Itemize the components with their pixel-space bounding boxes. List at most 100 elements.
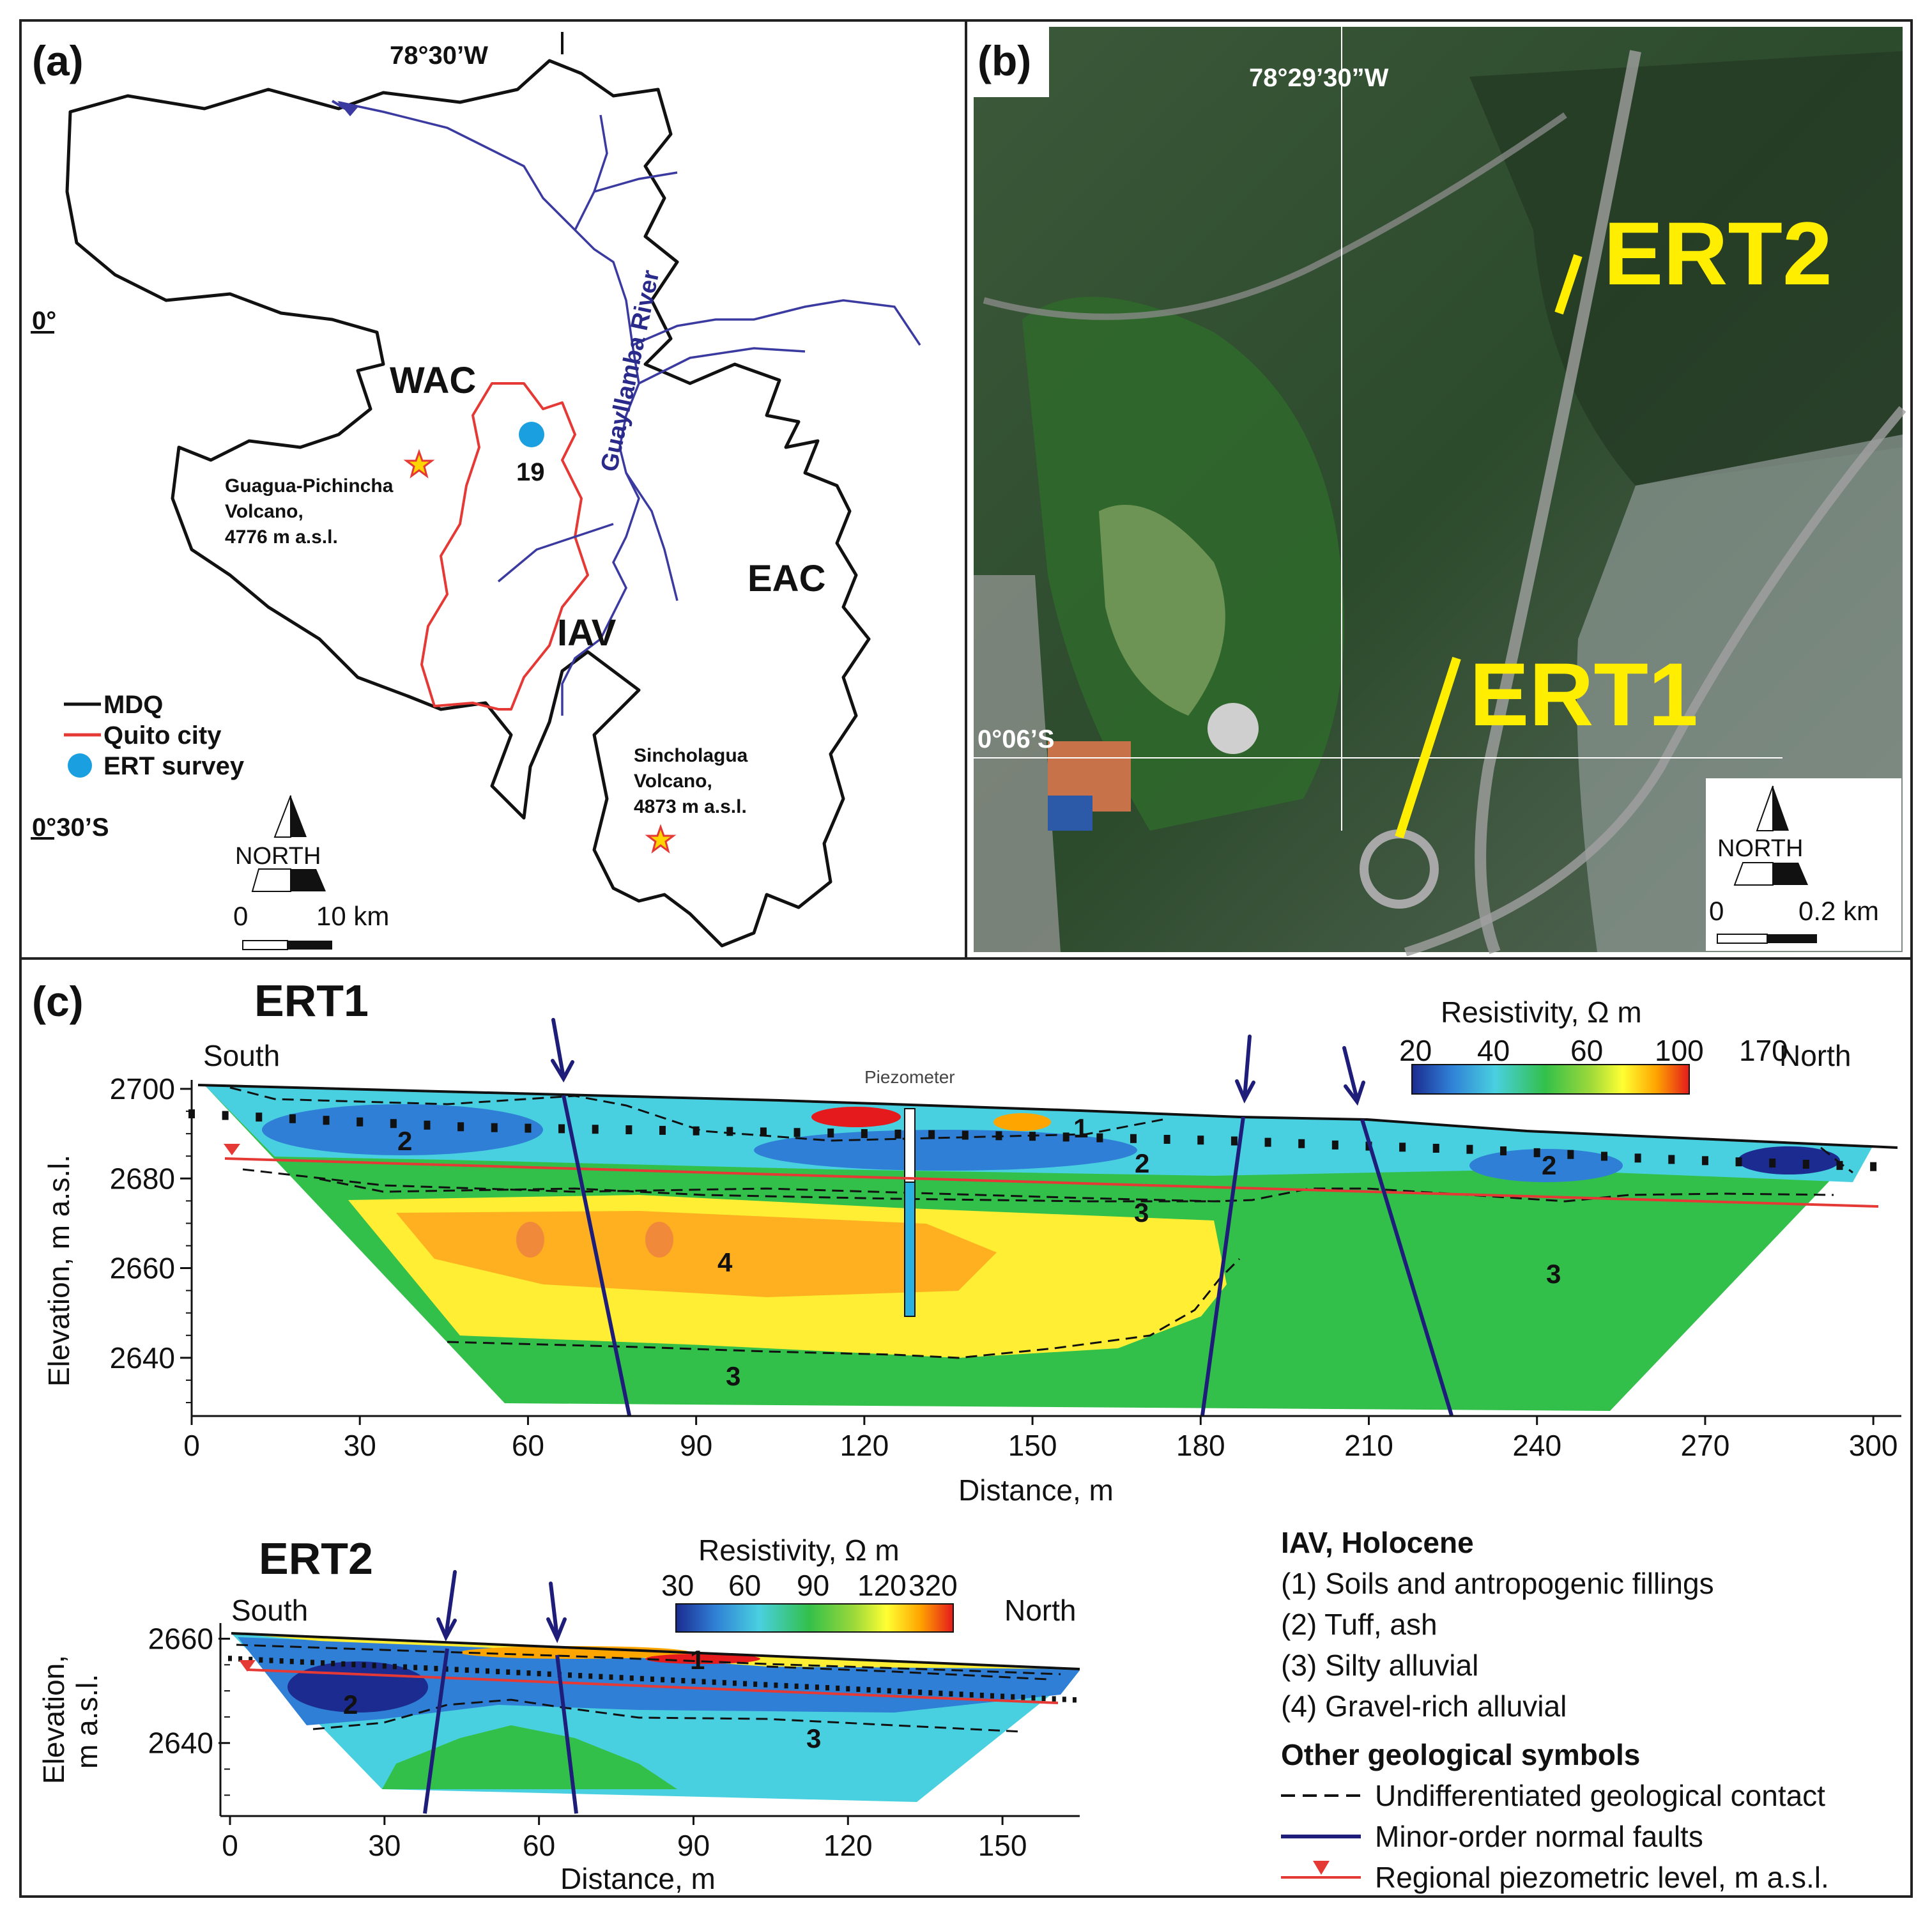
electrode <box>1870 1162 1877 1171</box>
ert1-title: ERT1 <box>254 976 369 1026</box>
panel-b: (b) 78°29’30”W 0°06’S ERT2 ERT1 NORTH 0 … <box>974 27 1906 957</box>
electrode <box>793 1128 801 1137</box>
electrode <box>846 1686 850 1692</box>
ert1-tuff-core <box>262 1104 543 1155</box>
electrode <box>372 1663 376 1668</box>
panel-c-label: (c) <box>32 978 84 1025</box>
electrode <box>1500 1146 1507 1156</box>
electrode <box>659 1125 666 1135</box>
ert2-label: ERT2 <box>1604 203 1832 304</box>
electrode <box>760 1127 767 1137</box>
region-iav: IAV <box>557 612 617 654</box>
ert2-surface-line <box>231 1632 1080 1670</box>
electrode <box>568 1672 572 1678</box>
ert2-title: ERT2 <box>259 1534 373 1583</box>
star-icon <box>403 449 435 479</box>
y-tick-label: 2680 <box>110 1162 175 1195</box>
x-tick-label: 210 <box>1344 1429 1393 1462</box>
electrode <box>949 1691 953 1697</box>
volcano-1-line2: Volcano, <box>225 501 303 522</box>
ert1-fault-arrows <box>551 1018 1365 1106</box>
scale-bar-a-white <box>242 940 288 950</box>
ert1-piezometer-label: Piezometer <box>864 1067 955 1087</box>
ert1-surface-line <box>197 1084 1898 1149</box>
lat-label-b: 0°06’S <box>977 725 1055 753</box>
x-tick-label: 30 <box>368 1829 401 1862</box>
electrode <box>650 1676 654 1682</box>
electrode <box>321 1660 325 1666</box>
x-tick-label: 60 <box>512 1429 544 1462</box>
electrode <box>1130 1134 1137 1143</box>
panel-c: (c) ERT1 South North Piezometer <box>32 976 1901 1895</box>
electrode <box>547 1671 551 1677</box>
ert2-x-ticks: 0 30 60 90 120 150 <box>222 1816 1027 1862</box>
scale-a-zero: 0 <box>233 901 248 931</box>
legend-piezo-marker <box>1313 1861 1330 1875</box>
x-tick-label: 60 <box>523 1829 555 1862</box>
ert1-cbar-tick: 100 <box>1655 1034 1704 1067</box>
y-tick-label: 2700 <box>110 1072 175 1105</box>
ert2-piezometric-marker <box>239 1660 256 1672</box>
ert2-ylabel-1: Elevation, <box>37 1655 70 1784</box>
electrode <box>1264 1137 1271 1147</box>
ert2-colorbar-ticks: 30 60 90 120 320 <box>661 1569 958 1602</box>
electrode <box>774 1682 778 1688</box>
electrode <box>526 1670 531 1676</box>
ert2-unit-1: 1 <box>690 1645 705 1675</box>
electrode <box>475 1668 479 1674</box>
electrode <box>763 1682 768 1688</box>
electrode <box>1432 1143 1439 1153</box>
legend-contact: Undifferentiated geological contact <box>1375 1779 1825 1812</box>
ert2-electrodes <box>228 1656 1077 1703</box>
electrode <box>269 1658 273 1663</box>
ert2-ylabel-2: m a.s.l. <box>70 1674 103 1769</box>
electrode <box>990 1693 994 1699</box>
electrode <box>969 1692 974 1698</box>
electrode <box>238 1656 243 1662</box>
electrode <box>856 1686 861 1692</box>
electrode <box>222 1111 229 1120</box>
electrode <box>794 1683 799 1690</box>
electrode <box>712 1679 716 1685</box>
legend-unit-4: (4) Gravel-rich alluvial <box>1281 1690 1567 1723</box>
panel-a-label: (a) <box>32 37 84 84</box>
electrode <box>609 1674 613 1680</box>
urban-west <box>974 575 1061 952</box>
panel-a: (a) 78°30’W 0° 0°30’S Guayllamba River W… <box>31 32 921 950</box>
ert2-cbar-tick: 60 <box>728 1569 761 1602</box>
legend-unit-1: (1) Soils and antropogenic fillings <box>1281 1567 1714 1600</box>
electrode <box>1029 1132 1036 1141</box>
electrode <box>625 1125 632 1135</box>
electrode <box>894 1129 901 1139</box>
electrode <box>1634 1153 1641 1163</box>
ert1-piezometric-marker <box>224 1144 240 1155</box>
road-east <box>1404 406 1906 957</box>
electrode <box>1000 1693 1005 1699</box>
ert2-silt-lower <box>382 1725 677 1789</box>
electrode <box>516 1670 521 1675</box>
ert1-label: ERT1 <box>1469 644 1698 744</box>
legend-heading-iav: IAV, Holocene <box>1281 1526 1474 1559</box>
electrode <box>1533 1148 1540 1157</box>
ert2-faults <box>423 1648 578 1814</box>
inset-b-bg <box>1706 778 1901 951</box>
ert1-x-ticks: 0 30 60 90 120 150 180 210 240 270 300 <box>183 1416 1898 1462</box>
volcano-2-line1: Sincholagua <box>634 745 748 766</box>
electrode <box>525 1123 532 1133</box>
electrode <box>1021 1695 1025 1700</box>
scale-b-dist: 0.2 km <box>1798 896 1879 926</box>
ert1-colorbar <box>1411 1064 1690 1095</box>
electrode <box>1466 1144 1473 1154</box>
ert1-north: North <box>1779 1039 1851 1072</box>
legend-ert: ERT survey <box>103 752 245 780</box>
electrode <box>1011 1694 1015 1700</box>
electrode <box>403 1664 408 1670</box>
electrode <box>962 1130 969 1140</box>
river-arrow <box>337 101 358 116</box>
electrode <box>1668 1155 1675 1164</box>
ert1-unit-2a: 2 <box>397 1126 412 1156</box>
electrode <box>310 1659 314 1665</box>
legend-quito: Quito city <box>103 721 222 750</box>
ert2-xlabel: Distance, m <box>560 1862 716 1895</box>
ert2-unit-3: 3 <box>806 1723 821 1753</box>
